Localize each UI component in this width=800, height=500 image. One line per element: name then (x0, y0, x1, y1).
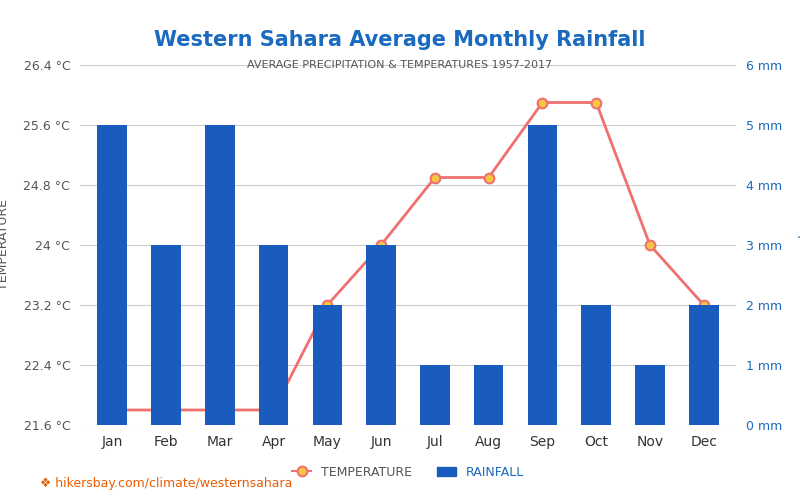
Bar (313, 305, 342, 425)
Bar (582, 305, 611, 425)
Text: ❖ hikersbay.com/climate/westernsahara: ❖ hikersbay.com/climate/westernsahara (40, 477, 292, 490)
Bar (689, 305, 718, 425)
Bar (151, 245, 181, 425)
Y-axis label: TEMPERATURE: TEMPERATURE (0, 200, 10, 290)
Y-axis label: Precipitation: Precipitation (796, 206, 800, 284)
Bar (98, 125, 127, 425)
Legend: TEMPERATURE, RAINFALL: TEMPERATURE, RAINFALL (287, 460, 529, 483)
Bar (366, 245, 396, 425)
Bar (635, 365, 665, 425)
Text: AVERAGE PRECIPITATION & TEMPERATURES 1957-2017: AVERAGE PRECIPITATION & TEMPERATURES 195… (247, 60, 553, 70)
Bar (420, 365, 450, 425)
Bar (258, 245, 288, 425)
Bar (528, 125, 558, 425)
Bar (205, 125, 234, 425)
Text: Western Sahara Average Monthly Rainfall: Western Sahara Average Monthly Rainfall (154, 30, 646, 50)
Bar (474, 365, 503, 425)
